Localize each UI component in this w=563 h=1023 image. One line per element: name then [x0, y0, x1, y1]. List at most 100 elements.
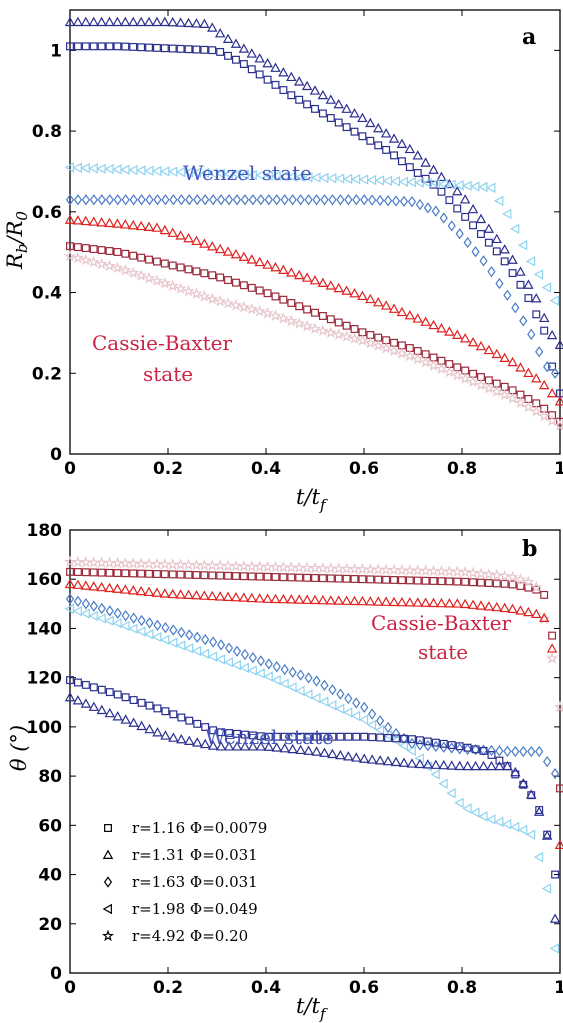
data-point — [540, 326, 549, 335]
data-point — [81, 42, 90, 51]
data-point — [388, 303, 400, 313]
data-point — [350, 575, 359, 583]
data-point — [184, 265, 193, 274]
data-point — [391, 195, 401, 207]
data-point — [256, 194, 265, 206]
data-point — [376, 733, 385, 742]
data-point — [411, 564, 424, 576]
data-point — [105, 605, 114, 617]
data-point — [112, 711, 123, 721]
data-point — [319, 747, 330, 757]
data-point — [159, 166, 170, 177]
data-point — [517, 824, 528, 836]
data-point — [444, 598, 455, 608]
data-point — [264, 658, 273, 670]
data-point — [403, 349, 416, 362]
data-point — [421, 576, 430, 585]
data-point — [80, 580, 92, 590]
data-point — [280, 732, 289, 741]
data-point — [312, 732, 321, 741]
data-point — [88, 16, 99, 27]
data-point — [185, 194, 194, 206]
data-point — [66, 567, 74, 576]
data-point — [350, 710, 361, 722]
data-point — [279, 678, 289, 689]
data-point — [128, 164, 138, 176]
data-point — [295, 302, 304, 311]
data-point — [255, 70, 264, 79]
data-point — [420, 316, 431, 326]
data-point — [527, 328, 536, 340]
data-point — [532, 585, 541, 594]
data-point — [519, 745, 528, 758]
data-point — [65, 194, 75, 206]
x-tick-label-b: 0.8 — [447, 978, 477, 998]
data-point — [270, 593, 281, 604]
legend-marker — [103, 876, 113, 888]
data-point — [334, 118, 343, 127]
data-point — [474, 378, 488, 391]
legend-marker — [101, 929, 115, 942]
data-point — [224, 642, 234, 654]
data-point — [207, 590, 218, 601]
data-point — [471, 246, 480, 258]
data-point — [429, 577, 438, 585]
data-point — [121, 194, 130, 206]
data-point — [365, 117, 376, 128]
data-point — [466, 375, 480, 388]
data-point — [271, 292, 280, 301]
data-point — [352, 697, 361, 709]
data-point — [301, 272, 313, 282]
data-point — [167, 227, 178, 237]
data-point — [255, 668, 265, 679]
legend-item: r=1.31 Φ=0.031 — [102, 846, 258, 864]
data-point — [113, 690, 122, 699]
data-point — [467, 203, 479, 214]
data-point — [80, 608, 90, 619]
data-point — [495, 277, 504, 290]
data-point — [143, 221, 155, 231]
series-b-6 — [64, 691, 561, 923]
data-point — [486, 182, 496, 193]
data-point — [474, 567, 488, 579]
data-point — [135, 269, 148, 281]
data-point — [311, 104, 319, 113]
data-point — [135, 557, 148, 569]
data-point — [120, 584, 131, 594]
data-point — [483, 223, 495, 233]
data-point — [383, 195, 393, 207]
data-point — [531, 608, 542, 619]
data-point — [333, 595, 344, 605]
data-point — [519, 315, 528, 327]
data-point — [269, 560, 282, 573]
data-point — [121, 249, 130, 258]
x-tick-label-a: 0.8 — [447, 459, 477, 479]
data-point — [175, 640, 186, 651]
panel-label-b: b — [522, 536, 537, 562]
data-point — [395, 563, 409, 576]
data-point — [73, 678, 82, 687]
data-point — [326, 114, 335, 122]
data-point — [470, 760, 481, 771]
data-point — [461, 577, 470, 586]
data-point — [286, 71, 297, 82]
data-point — [151, 16, 163, 27]
data-point — [318, 312, 327, 320]
data-point — [237, 559, 250, 572]
data-point — [161, 194, 170, 206]
data-point — [97, 685, 106, 694]
data-point — [350, 127, 359, 136]
data-point — [184, 45, 193, 54]
data-point — [491, 233, 502, 244]
data-point — [499, 352, 510, 362]
data-point — [135, 585, 147, 596]
x-tick-label-a: 1 — [554, 459, 563, 479]
data-point — [490, 385, 503, 397]
data-point — [144, 165, 154, 176]
data-point — [471, 744, 480, 756]
data-point — [288, 666, 297, 678]
data-point — [439, 741, 448, 753]
data-point — [533, 806, 545, 816]
data-point — [129, 569, 138, 578]
data-point — [254, 256, 265, 267]
